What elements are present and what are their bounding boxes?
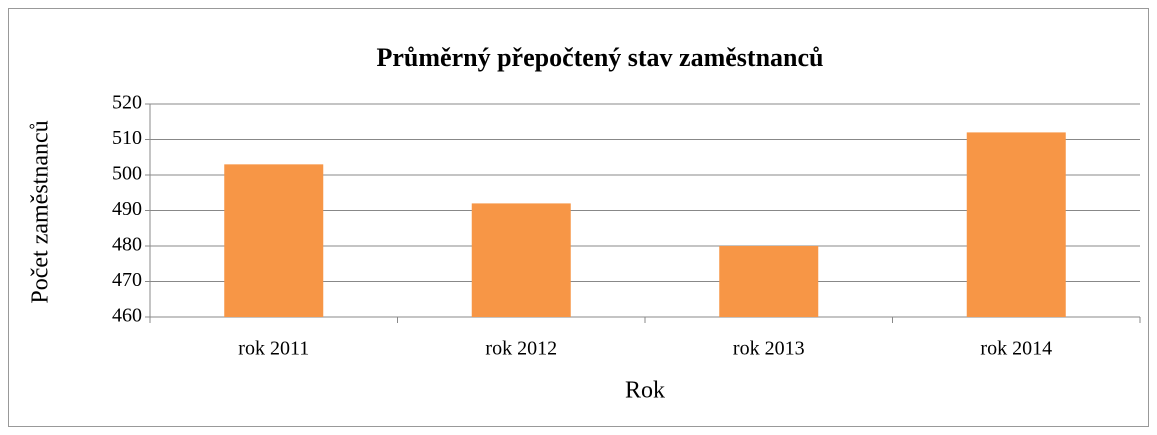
chart-frame xyxy=(8,8,1149,427)
y-tick-label: 510 xyxy=(112,127,142,149)
y-tick-label: 460 xyxy=(112,305,142,327)
x-tick-label: rok 2014 xyxy=(980,338,1052,360)
y-tick-label: 480 xyxy=(112,234,142,256)
x-axis-label: Rok xyxy=(625,378,665,404)
y-tick-label: 470 xyxy=(112,269,142,291)
y-axis-label: Počet zaměstnanců xyxy=(28,120,54,303)
chart-title: Průměrný přepočtený stav zaměstnanců xyxy=(377,43,824,72)
x-tick-label: rok 2012 xyxy=(485,338,557,360)
bar xyxy=(719,246,819,317)
bar xyxy=(471,203,571,317)
bar xyxy=(966,132,1066,317)
bar xyxy=(224,164,324,317)
y-tick-label: 490 xyxy=(112,198,142,220)
x-tick-label: rok 2013 xyxy=(733,338,805,360)
x-tick-label: rok 2011 xyxy=(238,338,309,360)
y-tick-label: 500 xyxy=(112,163,142,185)
y-tick-label: 520 xyxy=(112,92,142,114)
